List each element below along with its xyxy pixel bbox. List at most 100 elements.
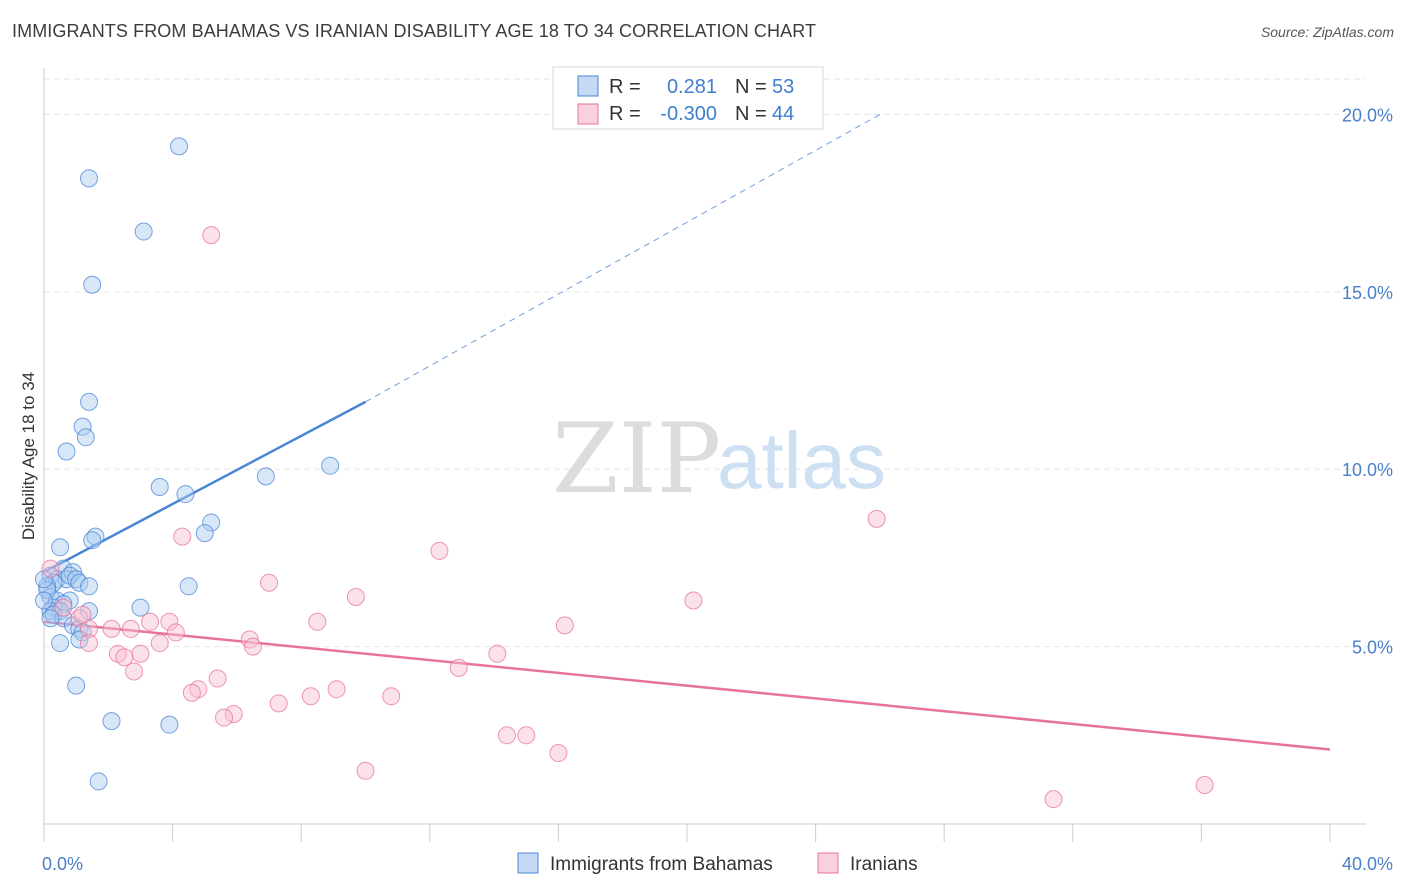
data-point xyxy=(51,634,70,653)
data-point xyxy=(321,456,340,475)
data-point xyxy=(269,694,288,713)
data-point xyxy=(73,417,92,436)
data-point xyxy=(867,509,886,528)
data-point xyxy=(70,573,89,592)
data-point xyxy=(134,222,153,241)
data-point xyxy=(54,598,73,617)
data-point xyxy=(89,772,108,791)
data-point xyxy=(243,637,262,656)
data-point xyxy=(555,616,574,635)
data-point xyxy=(215,708,234,727)
data-point xyxy=(327,680,346,699)
data-point xyxy=(44,605,63,624)
data-point xyxy=(208,669,227,688)
data-point xyxy=(517,726,536,745)
data-point xyxy=(125,662,144,681)
data-point xyxy=(83,275,102,294)
data-point xyxy=(256,467,275,486)
data-point xyxy=(76,428,95,447)
trend-line xyxy=(43,620,1331,751)
data-point xyxy=(141,612,160,631)
legend-n-value: 53 xyxy=(772,76,794,98)
legend-label-iranians: Iranians xyxy=(850,854,918,875)
data-point xyxy=(195,524,214,543)
data-point xyxy=(70,619,89,638)
y-tick-label: 5.0% xyxy=(1352,638,1393,658)
data-point xyxy=(684,591,703,610)
data-point xyxy=(182,683,201,702)
legend-swatch-pink xyxy=(577,103,599,125)
data-point xyxy=(160,715,179,734)
data-point xyxy=(102,619,121,638)
legend-r-label: R = xyxy=(609,103,641,125)
data-point xyxy=(166,623,185,642)
data-point xyxy=(102,712,121,731)
legend-label-bahamas: Immigrants from Bahamas xyxy=(550,854,773,875)
data-point xyxy=(346,587,365,606)
data-point xyxy=(41,559,60,578)
legend-r-value: -0.300 xyxy=(660,103,717,125)
data-point xyxy=(54,609,73,628)
data-point xyxy=(41,609,60,628)
data-point xyxy=(356,761,375,780)
gridlines xyxy=(44,78,1366,648)
series-legend: Immigrants from Bahamas Iranians xyxy=(517,852,918,875)
data-point xyxy=(1195,775,1214,794)
correlation-legend: R = 0.281 N = 53 R = -0.300 N = 44 xyxy=(552,66,824,130)
data-point xyxy=(35,591,53,610)
data-point xyxy=(80,577,99,596)
data-point xyxy=(67,676,86,695)
x-tick-label: 40.0% xyxy=(1342,854,1393,874)
data-point xyxy=(1044,790,1063,809)
data-point xyxy=(38,580,57,599)
x-tick-label: 0.0% xyxy=(42,854,83,874)
x-tick-labels: 0.0% 40.0% xyxy=(42,854,1393,874)
data-point xyxy=(121,619,140,638)
legend-swatch-iranians xyxy=(817,852,839,874)
data-point xyxy=(131,644,150,663)
data-point xyxy=(150,477,169,496)
y-tick-label: 15.0% xyxy=(1342,283,1393,303)
data-point xyxy=(80,169,99,188)
data-point xyxy=(170,137,189,156)
data-point xyxy=(73,605,92,624)
data-point xyxy=(131,598,150,617)
data-point xyxy=(301,687,320,706)
y-axis-label: Disability Age 18 to 34 xyxy=(19,372,38,540)
legend-n-value: 44 xyxy=(772,103,794,125)
legend-r-value: 0.281 xyxy=(667,76,717,98)
legend-r-label: R = xyxy=(609,76,641,98)
data-point xyxy=(497,726,516,745)
data-point xyxy=(80,392,99,411)
data-points xyxy=(35,137,1214,809)
data-point xyxy=(224,705,243,724)
data-point xyxy=(51,538,70,557)
data-point xyxy=(260,573,279,592)
legend-n-label: N = xyxy=(735,76,767,98)
data-point xyxy=(160,612,179,631)
data-point xyxy=(115,648,134,667)
y-tick-label: 10.0% xyxy=(1342,460,1393,480)
source-label: Source: ZipAtlas.com xyxy=(1260,24,1394,40)
watermark-atlas: atlas xyxy=(717,416,886,505)
chart-title: IMMIGRANTS FROM BAHAMAS VS IRANIAN DISAB… xyxy=(12,21,817,41)
y-tick-label: 20.0% xyxy=(1342,105,1393,125)
data-point xyxy=(202,226,221,245)
trend-lines xyxy=(43,114,1331,751)
trend-line xyxy=(43,400,367,574)
data-point xyxy=(308,612,327,631)
data-point xyxy=(173,527,192,546)
data-point xyxy=(80,634,99,653)
data-point xyxy=(179,577,198,596)
watermark-zip: ZIP xyxy=(552,403,721,515)
data-point xyxy=(176,485,195,504)
legend-swatch-blue xyxy=(577,75,599,97)
data-point xyxy=(382,687,401,706)
data-point xyxy=(430,541,449,560)
data-point xyxy=(57,442,76,461)
watermark: ZIP atlas xyxy=(552,403,886,515)
data-point xyxy=(35,570,53,589)
legend-swatch-bahamas xyxy=(517,852,539,874)
data-point xyxy=(86,527,105,546)
